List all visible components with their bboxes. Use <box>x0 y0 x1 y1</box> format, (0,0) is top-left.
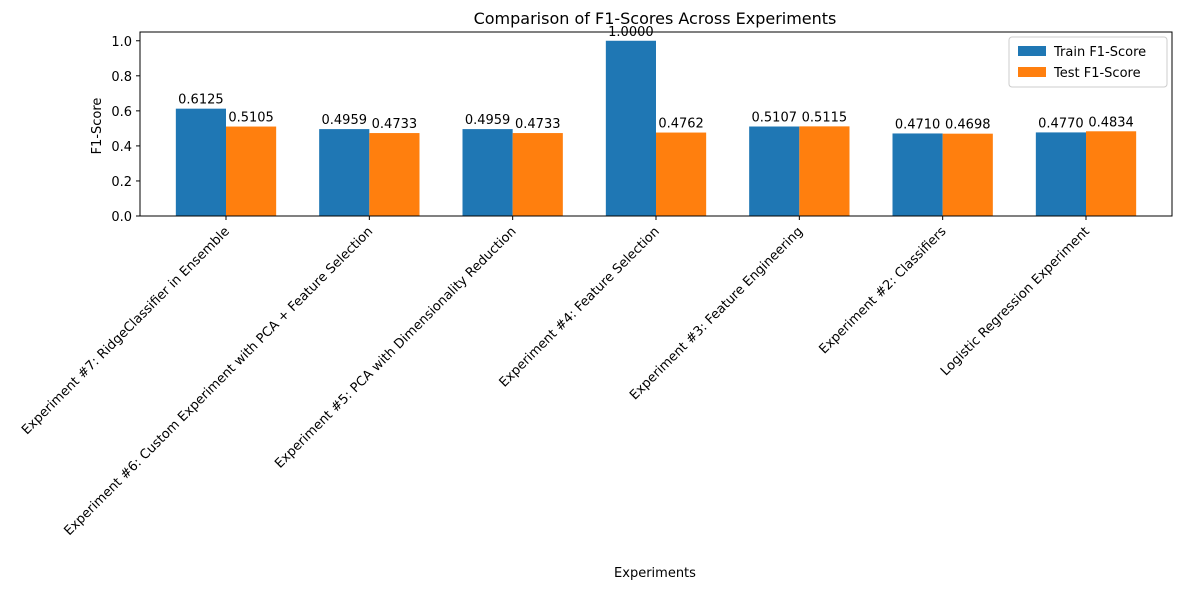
chart-title: Comparison of F1-Scores Across Experimen… <box>474 9 837 28</box>
value-label-test-3: 0.4762 <box>658 117 704 132</box>
x-tick-label: Experiment #4: Feature Selection <box>497 224 663 390</box>
value-label-train-4: 0.5107 <box>752 111 798 126</box>
legend-label-train: Train F1-Score <box>1053 45 1146 60</box>
value-label-test-5: 0.4698 <box>945 118 991 133</box>
plot-frame <box>139 31 1173 217</box>
x-tick-label: Experiment #6: Custom Experiment with PC… <box>62 224 377 539</box>
bar-test-1 <box>369 133 420 216</box>
x-tick-label: Experiment #5: PCA with Dimensionality R… <box>272 224 519 471</box>
value-label-train-0: 0.6125 <box>178 93 224 108</box>
value-label-train-5: 0.4710 <box>895 117 941 132</box>
value-label-test-2: 0.4733 <box>515 117 561 132</box>
legend-swatch-test <box>1018 67 1046 77</box>
y-tick-label: 0.6 <box>111 105 132 120</box>
value-label-train-1: 0.4959 <box>322 113 368 128</box>
bar-test-2 <box>512 133 563 216</box>
x-tick-label: Experiment #2: Classifiers <box>817 224 950 357</box>
bar-train-0 <box>175 108 226 216</box>
value-label-train-2: 0.4959 <box>465 113 511 128</box>
bar-train-6 <box>1035 132 1086 216</box>
y-tick-label: 0.4 <box>111 140 132 155</box>
legend-box <box>1008 36 1168 88</box>
bar-test-4 <box>799 126 850 216</box>
bar-train-5 <box>892 133 943 216</box>
bar-test-0 <box>226 126 277 216</box>
legend: Train F1-Score Test F1-Score <box>1008 36 1168 88</box>
legend-label-test: Test F1-Score <box>1053 66 1141 81</box>
y-tick-label: 0.2 <box>111 175 132 190</box>
bar-test-3 <box>656 132 707 216</box>
bar-train-4 <box>749 126 800 216</box>
x-tick-label: Logistic Regression Experiment <box>938 224 1093 379</box>
x-tick-label: Experiment #3: Feature Engineering <box>627 224 806 403</box>
y-tick-label: 1.0 <box>111 35 132 50</box>
x-axis-label: Experiments <box>614 566 696 581</box>
value-label-test-1: 0.4733 <box>372 117 418 132</box>
legend-swatch-train <box>1018 46 1046 56</box>
y-axis-label: F1-Score <box>90 98 105 155</box>
y-tick-label: 0.0 <box>111 210 132 225</box>
bar-train-1 <box>319 129 370 216</box>
y-tick-label: 0.8 <box>111 70 132 85</box>
value-label-test-0: 0.5105 <box>228 111 274 126</box>
x-axis: Experiment #7: RidgeClassifier in Ensemb… <box>19 216 1093 539</box>
bar-test-6 <box>1086 131 1137 216</box>
value-label-test-4: 0.5115 <box>802 110 848 125</box>
bars-group <box>175 40 1137 217</box>
bar-train-2 <box>462 129 513 216</box>
y-axis: 0.0 0.2 0.4 0.6 0.8 1.0 <box>111 35 140 225</box>
value-label-train-6: 0.4770 <box>1038 116 1084 131</box>
bar-train-3 <box>605 40 656 217</box>
bar-test-5 <box>942 133 993 216</box>
value-label-test-6: 0.4834 <box>1088 115 1134 130</box>
